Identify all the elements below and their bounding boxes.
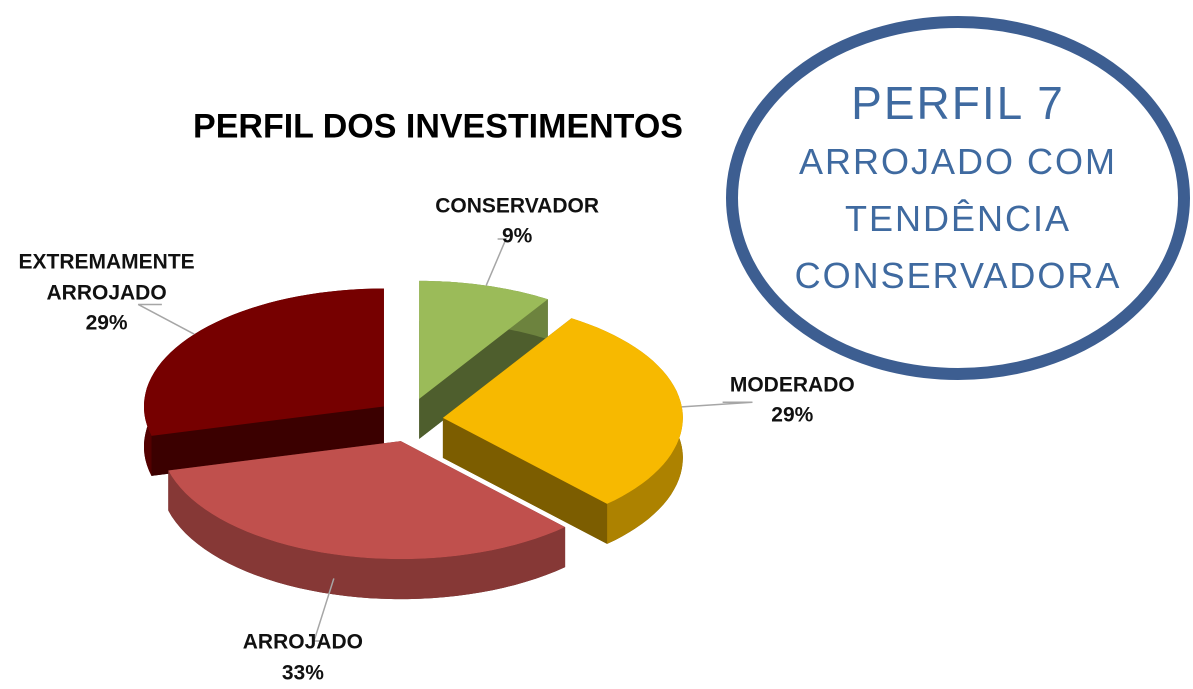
data-label: EXTREMAMENTE ARROJADO 29% xyxy=(14,248,199,339)
data-label: MODERADO 29% xyxy=(730,370,855,431)
chart xyxy=(137,16,1190,642)
leader-line xyxy=(485,238,508,286)
annotation: CONSERVADORA xyxy=(794,255,1122,296)
label-text: CONSERVADOR xyxy=(435,194,599,218)
label-text: 33% xyxy=(281,661,324,685)
leader-line xyxy=(681,401,753,408)
label-text: MODERADO xyxy=(729,373,855,397)
data-label: CONSERVADOR 9% xyxy=(435,191,599,252)
annotation: TENDÊNCIA xyxy=(844,198,1072,239)
label-text: EXTREMAMENTE ARROJADO xyxy=(18,250,195,305)
slice-wall xyxy=(419,299,548,439)
slice xyxy=(144,288,384,436)
label-text: 29% xyxy=(771,403,814,427)
profile-ellipse xyxy=(726,16,1190,380)
label-text: 9% xyxy=(501,224,533,248)
slice-side xyxy=(168,470,566,600)
annotation: ARROJADO COM xyxy=(798,141,1118,182)
label-text: 29% xyxy=(85,311,128,335)
chart-title: PERFIL DOS INVESTIMENTOS xyxy=(193,107,683,146)
slice xyxy=(168,441,566,560)
page: PERFIL DOS INVESTIMENTOS PERFIL 7 ARROJA… xyxy=(14,16,1190,685)
leader-line xyxy=(137,303,195,335)
slice xyxy=(442,318,683,504)
data-label: ARROJADO 33% xyxy=(243,628,363,689)
slice-wall xyxy=(442,417,608,544)
slice-wall xyxy=(151,406,384,476)
annotation: PERFIL 7 xyxy=(851,77,1065,129)
label-text: ARROJADO xyxy=(242,630,363,654)
slice xyxy=(419,280,548,399)
leader-line xyxy=(313,578,335,642)
